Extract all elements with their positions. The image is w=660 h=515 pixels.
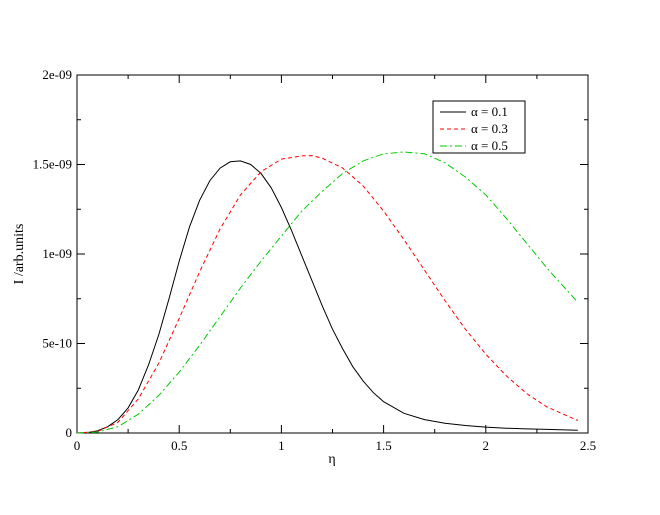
x-tick-label: 2 bbox=[483, 438, 490, 453]
legend: α = 0.1 α = 0.3 α = 0.5 bbox=[432, 100, 526, 154]
x-axis-label: η bbox=[328, 452, 335, 467]
y-axis-label: I /arb.units bbox=[12, 224, 27, 285]
series-line-2 bbox=[76, 155, 579, 434]
series-line-1 bbox=[76, 160, 578, 434]
x-tick-label: 2.5 bbox=[580, 438, 596, 453]
x-tick-label: 1 bbox=[278, 438, 285, 453]
legend-label: α = 0.1 bbox=[471, 104, 508, 119]
x-tick-label: 1.5 bbox=[375, 438, 391, 453]
legend-box bbox=[432, 100, 526, 154]
y-tick-label: 1e-09 bbox=[42, 246, 72, 261]
y-tick-label: 1.5e-09 bbox=[33, 157, 72, 172]
series-layer bbox=[76, 151, 579, 434]
y-tick-label: 5e-10 bbox=[42, 336, 72, 351]
legend-label: α = 0.5 bbox=[471, 138, 508, 153]
x-axis: 0 0.5 1 1.5 2 2.5 bbox=[74, 75, 596, 453]
y-tick-label: 2e-09 bbox=[42, 67, 72, 82]
x-tick-label: 0 bbox=[74, 438, 81, 453]
series-line-3 bbox=[76, 151, 579, 434]
legend-label: α = 0.3 bbox=[471, 121, 508, 136]
x-tick-label: 0.5 bbox=[171, 438, 187, 453]
y-axis: 0 5e-10 1e-09 1.5e-09 2e-09 bbox=[33, 67, 588, 440]
y-tick-label: 0 bbox=[66, 425, 73, 440]
